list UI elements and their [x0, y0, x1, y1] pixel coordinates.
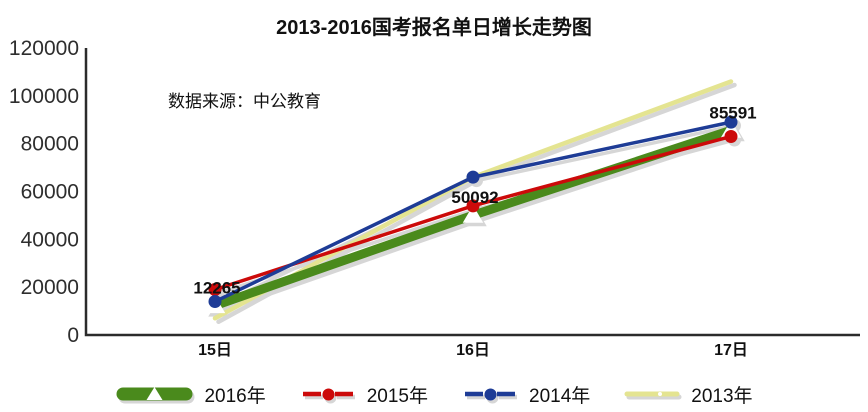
legend-marker-icon: [302, 388, 355, 403]
circle-marker: [208, 295, 222, 309]
y-tick-label: 20000: [21, 276, 79, 299]
circle-marker: [466, 199, 480, 213]
legend-label: 2013年: [691, 386, 753, 407]
legend-marker-icon: [624, 391, 682, 399]
y-tick-label: 100000: [9, 85, 79, 108]
y-tick-label: 60000: [21, 181, 79, 204]
legend-item-2016年: 2016年: [115, 381, 266, 408]
triangle-marker: [462, 205, 484, 223]
data-label: 50092: [451, 188, 498, 207]
circle-marker: [208, 283, 222, 297]
circle-marker: [724, 129, 738, 143]
data-label: 12265: [193, 279, 240, 298]
x-tick-label: 15日: [198, 341, 232, 359]
legend-item-2015年: 2015年: [300, 381, 428, 408]
circle-marker: [466, 170, 480, 184]
legend-marker-icon: [116, 386, 195, 403]
line-chart-canvas: 0 20000 40000 60000 80000 100000 120000 15日 16日 1…: [9, 37, 860, 359]
legend-label: 2016年: [204, 386, 266, 407]
x-tick-label: 17日: [714, 341, 748, 359]
data-label: 85591: [709, 103, 756, 122]
y-tick-label: 40000: [21, 228, 79, 251]
legend-item-2014年: 2014年: [462, 381, 590, 408]
legend-item-2013年: 2013年: [624, 381, 753, 408]
y-tick-label: 0: [67, 324, 79, 347]
source-note: 数据来源：中公教育: [168, 92, 321, 111]
y-tick-label: 80000: [21, 133, 79, 156]
legend-label: 2014年: [529, 386, 591, 407]
legend-label: 2015年: [366, 386, 428, 407]
y-tick-label: 120000: [9, 37, 79, 60]
axis-lines: [84, 48, 860, 337]
chart-legend: 2016年 2015年 2014年 2013年: [0, 381, 868, 408]
chart-title: 2013-2016国考报名单日增长走势图: [276, 17, 592, 39]
legend-marker-icon: [465, 388, 517, 403]
circle-marker: [724, 115, 738, 129]
x-tick-label: 16日: [456, 341, 490, 359]
